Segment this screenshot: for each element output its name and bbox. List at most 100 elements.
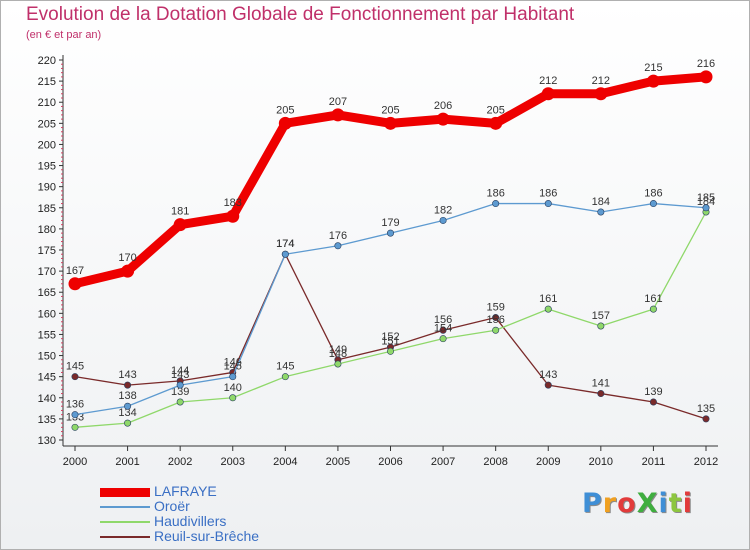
data-point — [71, 411, 79, 419]
data-point — [702, 415, 710, 423]
data-label: 145 — [66, 361, 84, 373]
legend-label: Haudivillers — [154, 513, 227, 529]
data-label: 143 — [118, 369, 136, 381]
data-label: 139 — [171, 386, 189, 398]
logo-letter: P — [582, 488, 603, 519]
data-label: 167 — [66, 265, 84, 277]
data-point — [436, 112, 450, 126]
x-tick-label: 2007 — [431, 456, 455, 468]
legend-swatch — [100, 488, 150, 497]
logo-letter: i — [682, 488, 693, 519]
data-label: 205 — [486, 104, 504, 116]
legend-swatch — [100, 536, 150, 538]
data-point — [439, 335, 447, 343]
y-tick-label: 150 — [38, 351, 56, 363]
y-tick-label: 195 — [38, 161, 56, 173]
data-point — [124, 381, 132, 389]
data-label: 143 — [171, 369, 189, 381]
data-label: 183 — [224, 197, 242, 209]
data-label: 205 — [276, 104, 294, 116]
data-point — [544, 305, 552, 313]
y-tick-label: 160 — [38, 308, 56, 320]
y-tick-label: 215 — [38, 76, 56, 88]
data-label: 151 — [381, 335, 399, 347]
data-point — [544, 381, 552, 389]
data-point — [541, 87, 555, 101]
data-label: 145 — [276, 361, 294, 373]
data-label: 182 — [434, 204, 452, 216]
data-label: 184 — [697, 196, 715, 208]
y-tick-label: 155 — [38, 329, 56, 341]
data-label: 174 — [276, 238, 294, 250]
data-label: 156 — [434, 314, 452, 326]
data-label: 179 — [381, 217, 399, 229]
x-tick-label: 2003 — [221, 456, 245, 468]
x-tick-label: 2004 — [273, 456, 297, 468]
y-tick-label: 220 — [38, 55, 56, 67]
data-point — [386, 347, 394, 355]
data-label: 145 — [224, 361, 242, 373]
data-point — [492, 314, 500, 322]
proxiti-logo: ProXiti — [582, 488, 693, 519]
data-point — [334, 242, 342, 250]
y-tick-label: 210 — [38, 97, 56, 109]
legend-label: LAFRAYE — [154, 483, 217, 499]
data-label: 207 — [329, 96, 347, 108]
data-label: 141 — [592, 378, 610, 390]
data-point — [124, 402, 132, 410]
y-tick-label: 135 — [38, 414, 56, 426]
data-label: 212 — [592, 75, 610, 87]
data-point — [646, 74, 660, 88]
data-point — [331, 108, 345, 122]
logo-letter: o — [617, 488, 637, 519]
chart-subtitle: (en € et par an) — [26, 29, 102, 41]
data-label: 206 — [434, 100, 452, 112]
data-point — [334, 360, 342, 368]
data-label: 134 — [118, 407, 136, 419]
data-point — [384, 116, 397, 130]
data-label: 143 — [539, 369, 557, 381]
data-point — [649, 200, 657, 208]
data-label: 148 — [329, 348, 347, 360]
data-point — [492, 326, 500, 334]
data-point — [597, 322, 605, 330]
data-label: 181 — [171, 206, 189, 218]
data-point — [492, 200, 500, 208]
x-tick-label: 2010 — [589, 456, 613, 468]
data-point — [439, 216, 447, 224]
logo-letter: i — [658, 488, 669, 519]
y-tick-label: 140 — [38, 393, 56, 405]
logo-letter: r — [602, 488, 618, 519]
data-label: 161 — [644, 293, 662, 305]
x-tick-label: 2001 — [115, 456, 139, 468]
x-tick-label: 2008 — [483, 456, 507, 468]
y-tick-label: 180 — [38, 224, 56, 236]
data-label: 216 — [697, 58, 715, 70]
data-point — [439, 326, 447, 334]
data-point — [649, 398, 657, 406]
legend-swatch — [100, 521, 150, 523]
data-label: 159 — [486, 302, 504, 314]
data-label: 186 — [644, 188, 662, 200]
logo-letter: t — [668, 488, 683, 519]
data-point — [544, 200, 552, 208]
chart-title: Evolution de la Dotation Globale de Fonc… — [26, 4, 575, 25]
data-point — [124, 419, 132, 427]
data-label: 174 — [276, 238, 294, 250]
data-point — [594, 87, 608, 101]
legend-label: Oroër — [154, 498, 190, 514]
data-label: 170 — [118, 252, 136, 264]
data-label: 152 — [381, 331, 399, 343]
y-tick-label: 200 — [38, 139, 56, 151]
data-point — [229, 373, 237, 381]
data-point — [281, 373, 289, 381]
data-label: 186 — [539, 188, 557, 200]
data-point — [702, 204, 710, 212]
y-tick-label: 130 — [38, 435, 56, 447]
data-label: 212 — [539, 75, 557, 87]
data-label: 205 — [381, 104, 399, 116]
data-point — [71, 423, 79, 431]
x-tick-label: 2005 — [326, 456, 350, 468]
data-label: 156 — [486, 314, 504, 326]
data-label: 157 — [592, 310, 610, 322]
